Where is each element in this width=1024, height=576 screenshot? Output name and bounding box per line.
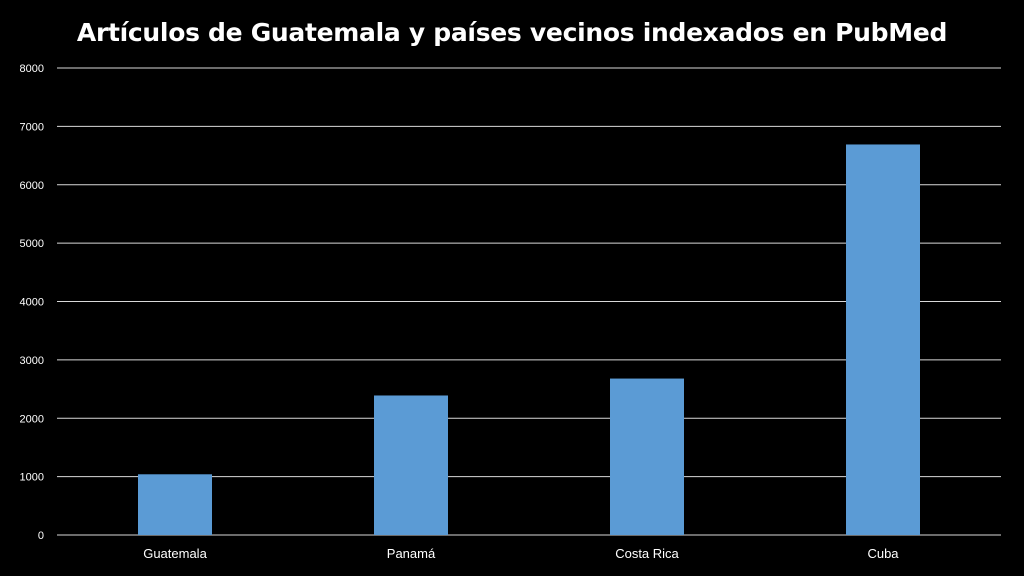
bar-cuba: [846, 144, 920, 535]
x-category-label: Guatemala: [143, 546, 207, 561]
bar-costa-rica: [610, 378, 684, 535]
bar-guatemala: [138, 474, 212, 535]
y-tick-label: 3000: [20, 355, 44, 367]
x-category-label: Panamá: [387, 546, 436, 561]
bar-panam-: [374, 395, 448, 535]
x-category-label: Costa Rica: [615, 546, 679, 561]
y-tick-label: 6000: [20, 180, 44, 192]
x-category-label: Cuba: [867, 546, 899, 561]
gridlines: [57, 67, 1001, 536]
x-axis-labels: Guatemala Panamá Costa Rica Cuba: [143, 546, 899, 561]
y-tick-label: 8000: [20, 63, 44, 75]
y-tick-label: 5000: [20, 238, 44, 250]
chart-title: Artículos de Guatemala y países vecinos …: [76, 18, 948, 47]
y-axis-ticks: 0 1000 2000 3000 4000 5000 6000 7000 8000: [20, 63, 44, 542]
y-tick-label: 4000: [20, 297, 44, 309]
y-tick-label: 7000: [20, 121, 44, 133]
bars: [138, 144, 920, 535]
y-tick-label: 0: [38, 530, 44, 542]
y-tick-label: 2000: [20, 413, 44, 425]
y-tick-label: 1000: [20, 472, 44, 484]
